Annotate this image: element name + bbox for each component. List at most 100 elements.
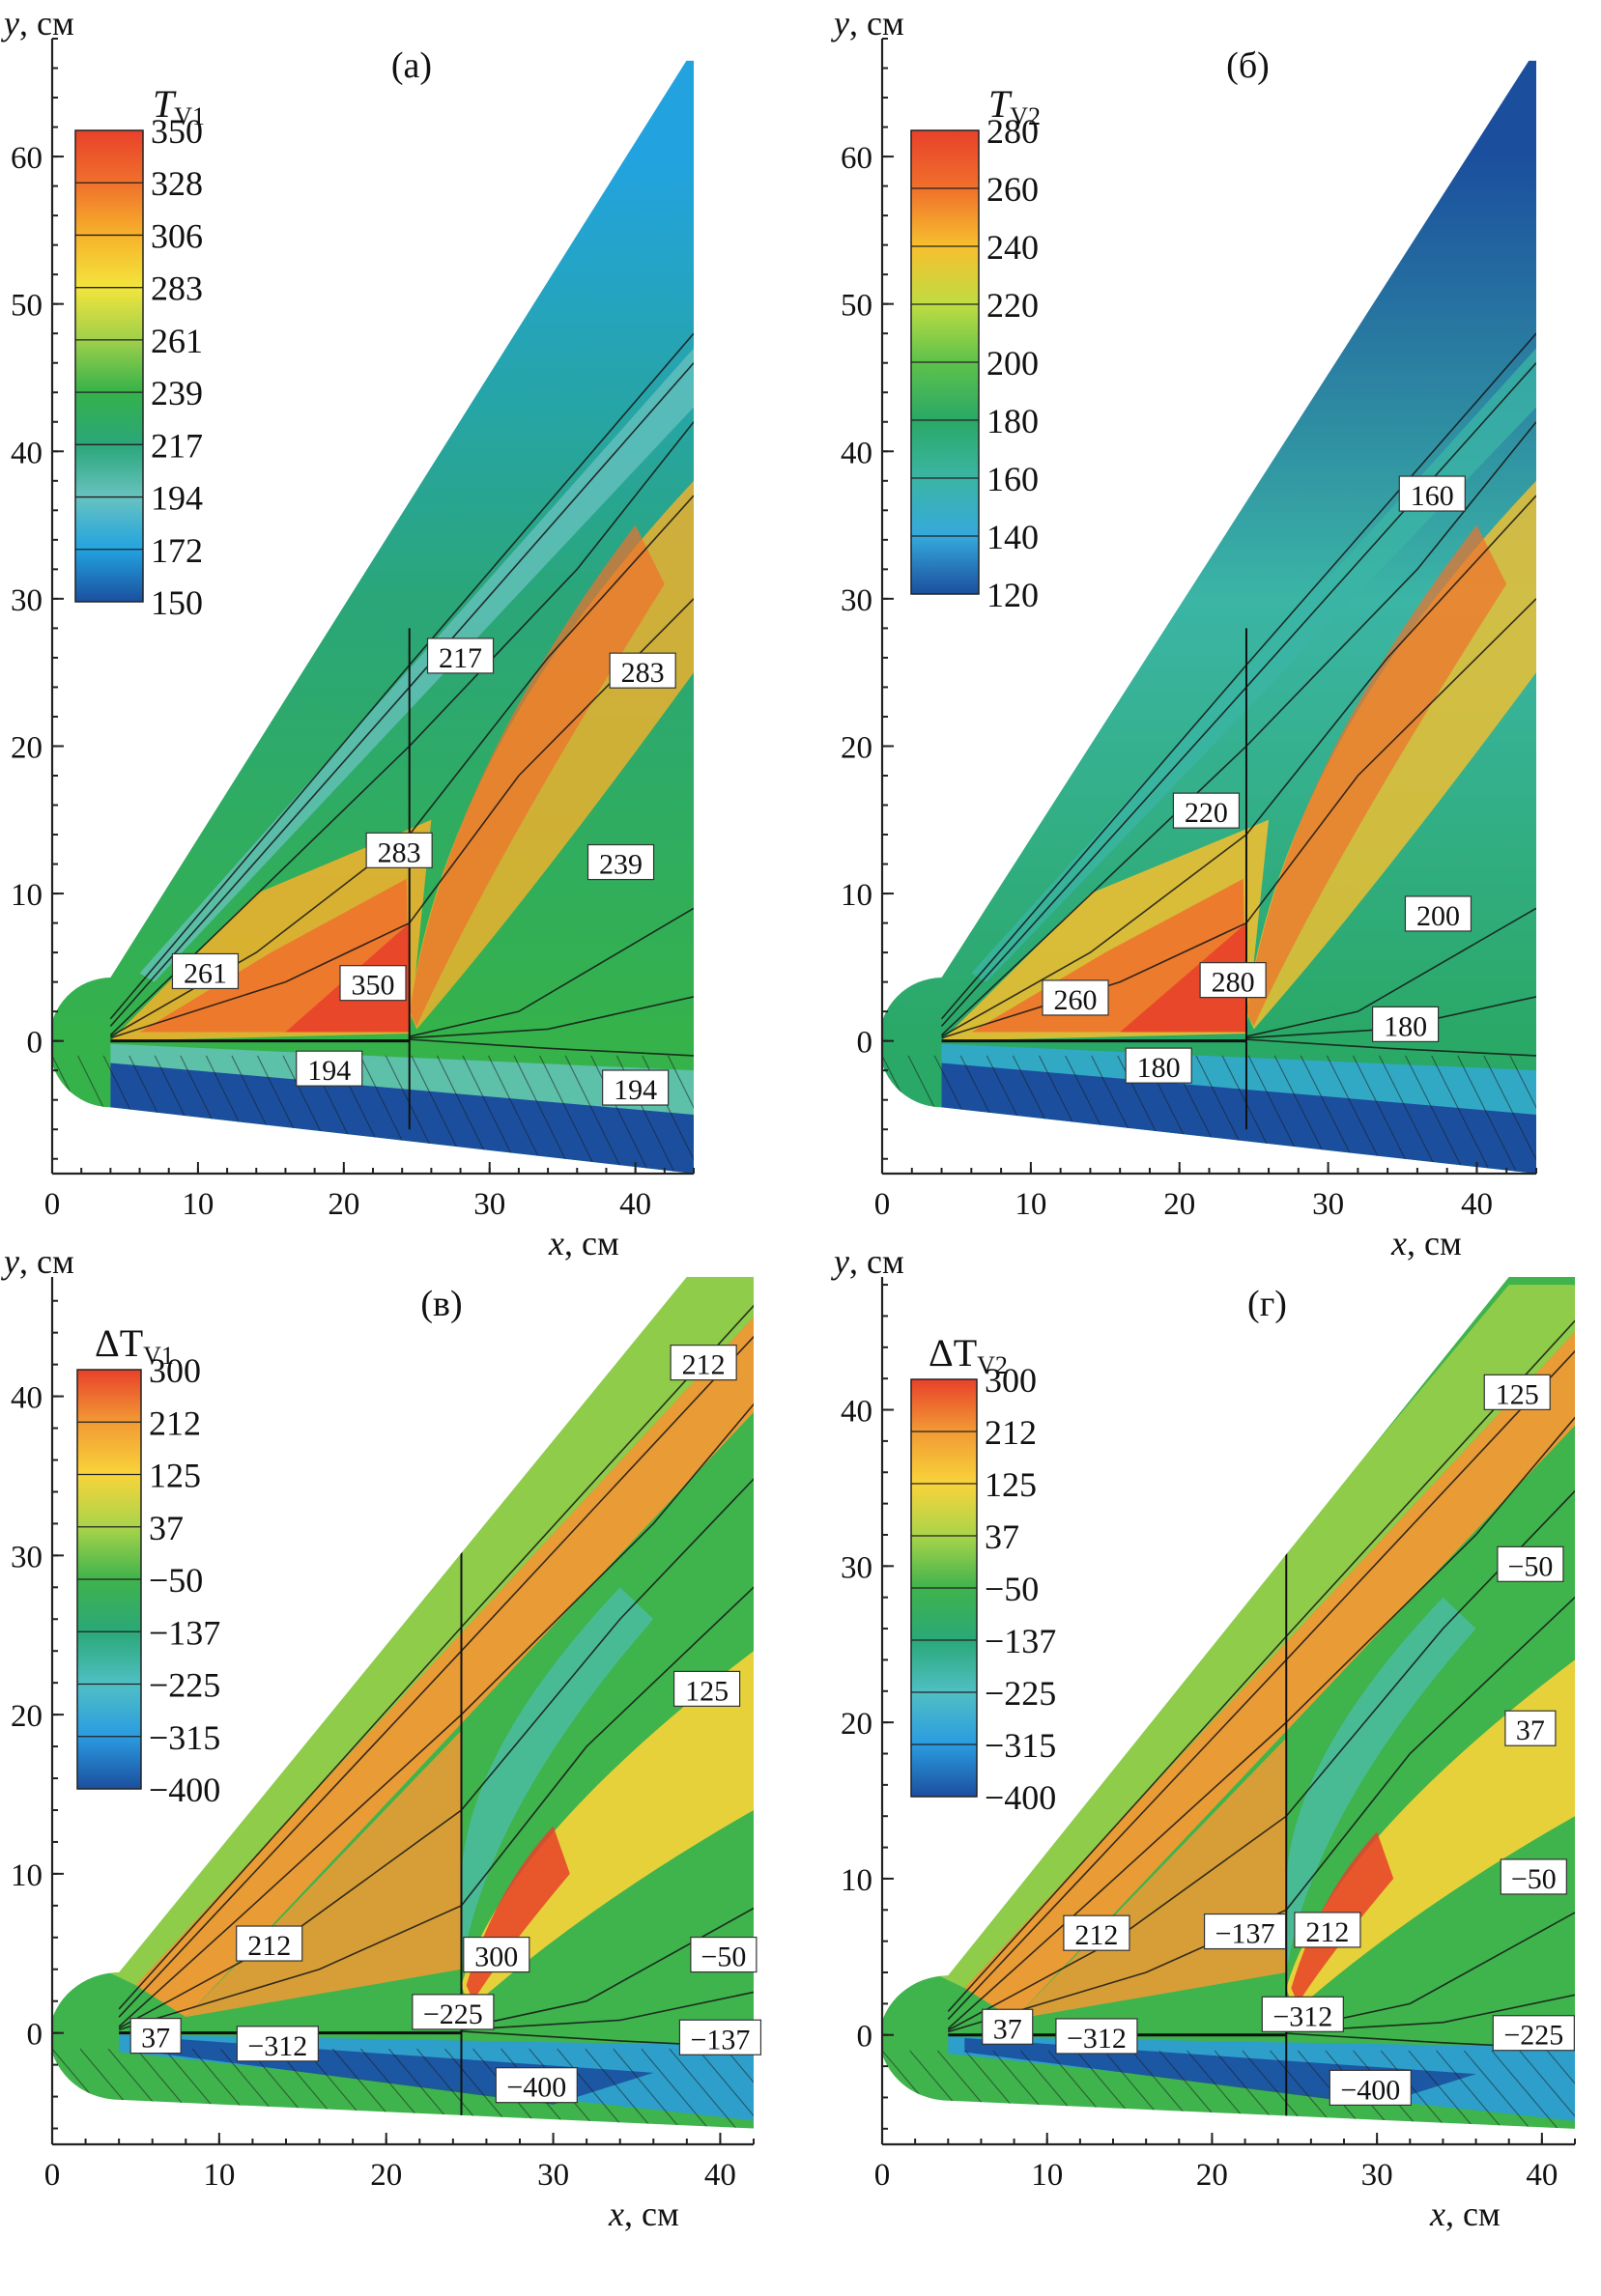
x-axis-unit: , см: [624, 2195, 679, 2233]
colorbar-title-symbol: T: [988, 82, 1013, 126]
colorbar-title-symbol: ΔT: [95, 1321, 143, 1365]
contour-label: −50: [1500, 1858, 1567, 1895]
contour-label-text: 194: [614, 1074, 657, 1106]
streamline: [461, 1888, 755, 2029]
colorbar-title: TV2: [988, 82, 1041, 130]
contour-label-text: −50: [1511, 1863, 1557, 1895]
y-axis-label: y, см: [1, 4, 74, 43]
colorbar-level-label: −400: [149, 1771, 220, 1809]
contour-label: −312: [1055, 2018, 1138, 2055]
contour-label: 350: [339, 965, 407, 1002]
colorbar-level-label: 160: [986, 460, 1039, 498]
mesh-line: [1352, 1055, 1414, 1174]
x-tick-label: 20: [370, 2158, 402, 2193]
colorbar-level-label: 180: [986, 402, 1039, 440]
y-tick-label: 40: [841, 436, 872, 470]
contour-label-box: [1055, 2018, 1138, 2055]
colorbar-level-label: 194: [151, 479, 203, 518]
contour-label: −312: [1261, 1996, 1344, 2032]
colorbar-bar: [74, 129, 144, 603]
contour-label-text: 217: [439, 642, 482, 674]
contour-label-box: [1063, 1914, 1130, 1951]
contour-label: −400: [1329, 2069, 1412, 2106]
x-tick-label: 0: [44, 2158, 61, 2193]
mesh-line: [697, 2048, 755, 2129]
contour-label-box: [609, 652, 676, 689]
shock-upper-warm: [931, 1285, 1575, 1989]
y-tick-label: 30: [11, 583, 43, 618]
contour-label-text: −312: [1272, 2000, 1332, 2032]
colorbar-level-label: 300: [149, 1351, 201, 1390]
contour-label: 300: [463, 1936, 530, 1973]
contour-label: 283: [365, 832, 433, 868]
x-tick-label: 30: [1361, 2158, 1393, 2193]
contour-label-box: [412, 1994, 495, 2030]
contour-label: 194: [602, 1069, 670, 1106]
contour-label: −312: [236, 2026, 319, 2062]
contour-label-text: −50: [1507, 1550, 1553, 1582]
y-tick-label: 0: [27, 1026, 43, 1061]
colorbar-title: ΔTV2: [929, 1331, 1008, 1379]
contour-label-box: [296, 1050, 363, 1087]
contour-label-text: −312: [1067, 2023, 1127, 2055]
contour-label-box: [1483, 1374, 1551, 1410]
colorbar-level-label: 261: [151, 322, 203, 360]
mesh-line: [1463, 2050, 1530, 2129]
colorbar-level-label: −225: [149, 1666, 220, 1705]
streamline: [409, 907, 694, 1037]
contour-label-box: [586, 843, 655, 881]
x-axis-label: x, см: [548, 1224, 619, 1262]
contour-label-box: [1261, 1996, 1344, 2032]
contour-label-box: [1042, 979, 1109, 1016]
colorbar-level-label: 300: [985, 1361, 1037, 1400]
x-tick-label: 10: [203, 2158, 235, 2193]
contour-label-box: [339, 965, 407, 1002]
contour-label-box: [678, 2019, 762, 2055]
contour-label: 217: [426, 638, 495, 674]
x-axis-label: x, см: [1429, 2195, 1501, 2233]
colorbar: 280 260 240 220 200 180 160 140 120 TV2: [910, 82, 1041, 614]
mesh-line: [613, 2048, 681, 2129]
contour-label: −225: [412, 1994, 495, 2030]
colorbar: 350 328 306 283 261 239 217 194 172 150 TV1: [74, 82, 205, 622]
contour-label-text: 200: [1416, 900, 1460, 932]
colorbar-title-subscript: V1: [143, 1342, 174, 1370]
contour-label: −137: [1203, 1913, 1287, 1950]
contour-label-text: 260: [1054, 984, 1098, 1016]
contour-label: 200: [1404, 895, 1472, 932]
colorbar-title-symbol: T: [153, 82, 177, 126]
x-tick-label: 10: [1031, 2158, 1063, 2193]
contour-label-text: −50: [700, 1942, 746, 1973]
mesh-line: [564, 1055, 625, 1174]
x-tick-label: 10: [182, 1187, 214, 1222]
contour-label: 212: [1294, 1912, 1361, 1948]
contour-label-text: 180: [1384, 1010, 1427, 1042]
y-tick-label: 60: [841, 141, 872, 176]
mesh-line: [1379, 1055, 1440, 1174]
contour-label: 37: [1504, 1710, 1557, 1746]
mesh-line: [488, 1055, 548, 1174]
x-axis-label: x, см: [1390, 1224, 1462, 1262]
mesh-line: [667, 1055, 694, 1174]
colorbar-title: ΔTV1: [95, 1321, 174, 1370]
contour-label-box: [1398, 475, 1466, 512]
contour-label: −50: [1497, 1545, 1564, 1582]
colorbar-level-label: −137: [985, 1622, 1056, 1660]
streamline: [409, 996, 694, 1039]
y-tick-label: 10: [11, 878, 43, 913]
contour-label-box: [1497, 1545, 1564, 1582]
plume-cool-streak: [1286, 1597, 1476, 1973]
mesh-line: [1405, 1055, 1466, 1174]
mesh-line: [513, 1055, 573, 1174]
x-axis-unit: , см: [1407, 1224, 1462, 1262]
colorbar-title-subscript: V1: [174, 102, 205, 130]
mesh-line: [585, 2048, 653, 2129]
contour-label-text: 37: [993, 2013, 1022, 2045]
contour-label: 37: [982, 2008, 1034, 2045]
y-axis-unit: , см: [19, 1242, 74, 1281]
contour-label: 180: [1125, 1047, 1192, 1084]
mesh-line: [669, 2048, 737, 2129]
